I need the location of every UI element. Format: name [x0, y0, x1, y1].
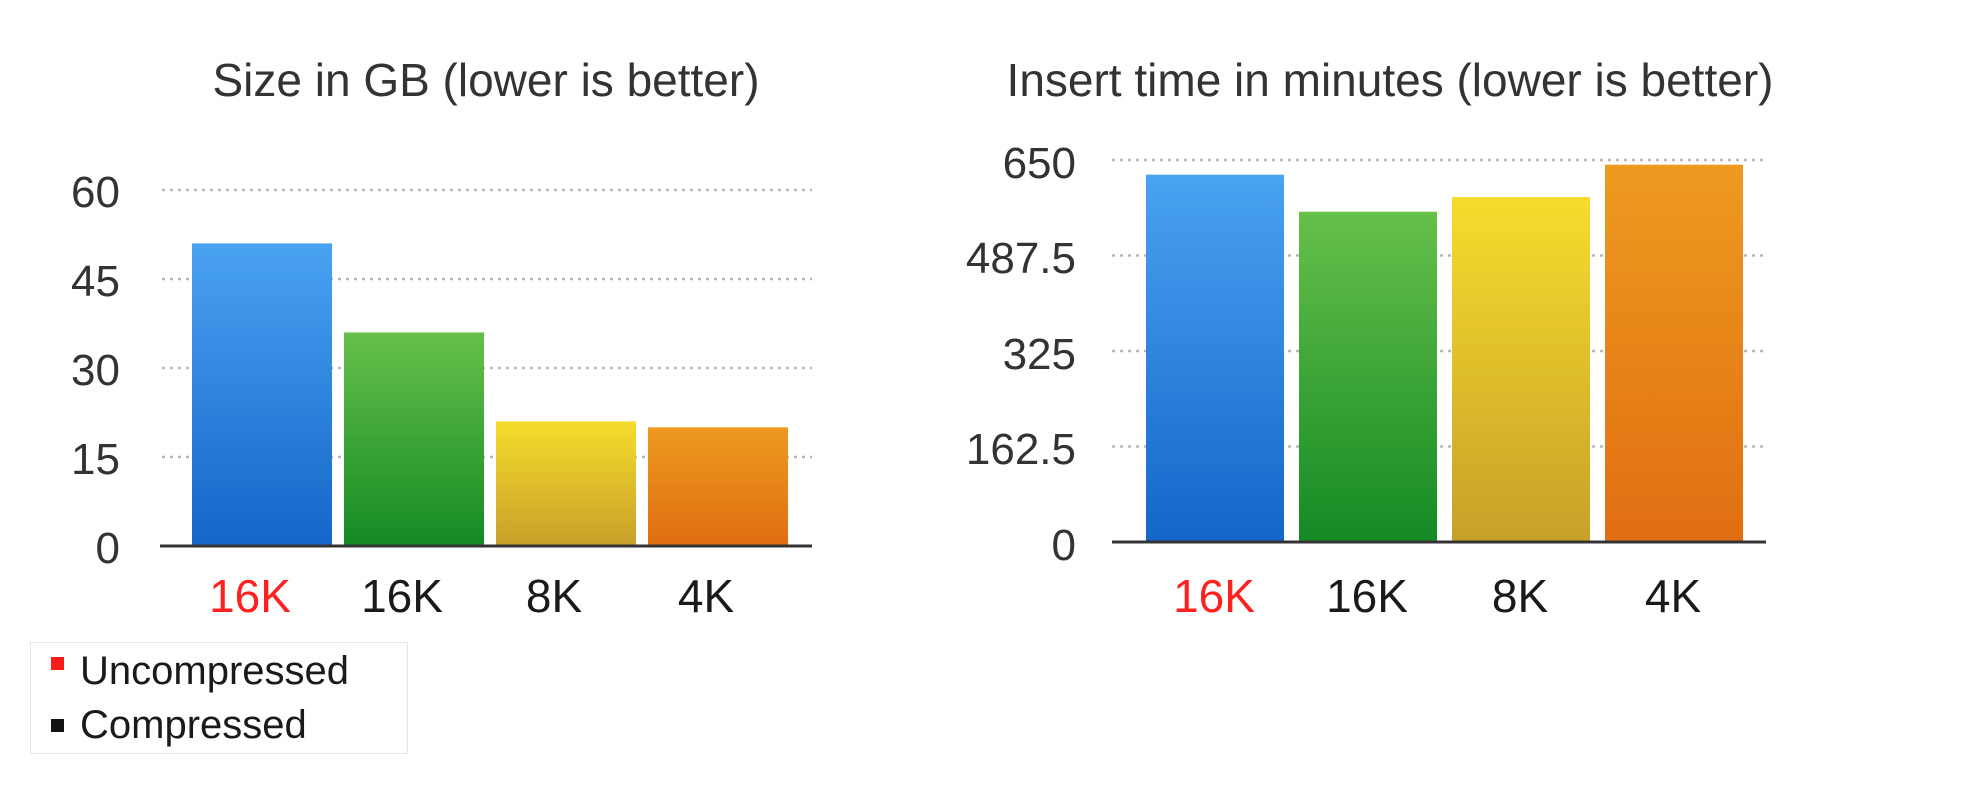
legend-item-compressed: Compressed [51, 703, 307, 747]
size-chart-bars [192, 243, 788, 546]
insert-time-chart-ytick: 487.5 [966, 234, 1076, 283]
insert-time-chart-bar-2 [1299, 211, 1437, 542]
insert-time-chart-title: Insert time in minutes (lower is better) [1007, 54, 1774, 106]
legend-swatch-compressed [51, 718, 64, 732]
insert-time-chart-ytick: 162.5 [966, 425, 1076, 474]
insert-time-chart-ytick: 0 [1052, 521, 1076, 570]
size-chart-ytick: 0 [96, 524, 120, 573]
insert-time-chart-ytick: 325 [1003, 330, 1076, 379]
legend: Uncompressed Compressed [30, 642, 408, 754]
insert-time-chart-y-ticks: 0 162.5 325 487.5 650 [966, 139, 1076, 570]
insert-time-chart-bar-4 [1605, 164, 1743, 542]
size-chart-ytick: 60 [71, 168, 120, 217]
size-chart: Size in GB (lower is better) 0 15 30 45 … [71, 54, 812, 622]
size-chart-bar-3 [496, 421, 636, 546]
insert-time-chart-xtick: 16K [1326, 570, 1408, 622]
legend-label-compressed: Compressed [80, 703, 307, 747]
legend-label-uncompressed: Uncompressed [80, 649, 350, 693]
size-chart-xtick: 16K [361, 570, 443, 622]
size-chart-ytick: 15 [71, 435, 120, 484]
size-chart-bar-1 [192, 243, 332, 546]
insert-time-chart-xtick: 4K [1645, 570, 1702, 622]
insert-time-chart: Insert time in minutes (lower is better)… [966, 54, 1774, 622]
size-chart-x-ticks: 16K 16K 8K 4K [209, 570, 734, 622]
size-chart-xtick: 4K [678, 570, 735, 622]
insert-time-chart-bar-3 [1452, 197, 1590, 543]
size-chart-ytick: 45 [71, 257, 120, 306]
insert-time-chart-xtick: 16K [1173, 570, 1255, 622]
size-chart-ytick: 30 [71, 346, 120, 395]
size-chart-title: Size in GB (lower is better) [212, 54, 759, 106]
size-chart-y-ticks: 0 15 30 45 60 [71, 168, 120, 573]
insert-time-chart-bars [1146, 164, 1743, 543]
legend-swatch-uncompressed [51, 656, 64, 670]
insert-time-chart-ytick: 650 [1003, 139, 1076, 188]
size-chart-bar-2 [344, 332, 484, 546]
size-chart-xtick: 16K [209, 570, 291, 622]
insert-time-chart-x-ticks: 16K 16K 8K 4K [1173, 570, 1701, 622]
insert-time-chart-xtick: 8K [1492, 570, 1549, 622]
size-chart-bar-4 [648, 427, 788, 546]
legend-item-uncompressed: Uncompressed [51, 649, 349, 693]
insert-time-chart-bar-1 [1146, 174, 1284, 542]
size-chart-xtick: 8K [526, 570, 583, 622]
